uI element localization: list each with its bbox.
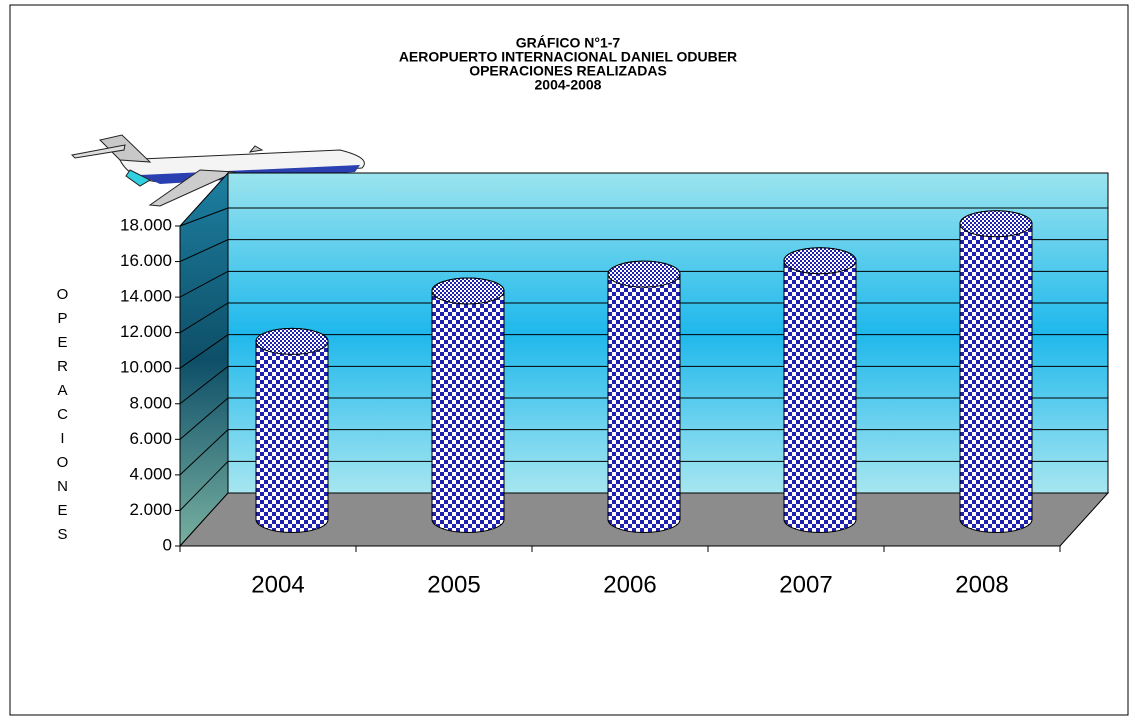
bar-top bbox=[959, 210, 1033, 238]
bar bbox=[431, 277, 505, 533]
y-tick-label: 18.000 bbox=[120, 215, 172, 234]
x-tick-label: 2005 bbox=[427, 571, 480, 598]
y-tick-label: 10.000 bbox=[120, 358, 172, 377]
bar bbox=[783, 247, 857, 533]
x-tick-label: 2004 bbox=[251, 571, 304, 598]
bar bbox=[255, 327, 329, 533]
bar-top bbox=[607, 260, 681, 288]
x-tick-label: 2007 bbox=[779, 571, 832, 598]
y-tick-label: 12.000 bbox=[120, 322, 172, 341]
x-tick-label: 2006 bbox=[603, 571, 656, 598]
side-wall bbox=[179, 171, 229, 548]
bar-top bbox=[783, 247, 857, 275]
grid-line bbox=[179, 207, 1108, 227]
x-tick-label: 2008 bbox=[955, 571, 1008, 598]
y-tick-label: 2.000 bbox=[129, 500, 172, 519]
bar-top bbox=[255, 327, 329, 355]
y-tick-label: 16.000 bbox=[120, 251, 172, 270]
y-axis-label: OPERACIONES bbox=[54, 286, 71, 550]
chart-title: GRÁFICO N°1-7 bbox=[516, 35, 621, 51]
bar-top bbox=[431, 277, 505, 305]
airplane-icon bbox=[70, 134, 365, 207]
chart-title: AEROPUERTO INTERNACIONAL DANIEL ODUBER bbox=[399, 49, 737, 65]
y-tick-label: 8.000 bbox=[129, 393, 172, 412]
y-tick-label: 4.000 bbox=[129, 464, 172, 483]
y-tick-label: 14.000 bbox=[120, 287, 172, 306]
y-tick-label: 0 bbox=[163, 535, 172, 554]
bar bbox=[607, 260, 681, 533]
bar bbox=[959, 210, 1033, 533]
chart-title: 2004-2008 bbox=[535, 77, 602, 93]
chart-title: OPERACIONES REALIZADAS bbox=[469, 63, 667, 79]
grid-line bbox=[179, 239, 1108, 263]
y-tick-label: 6.000 bbox=[129, 429, 172, 448]
